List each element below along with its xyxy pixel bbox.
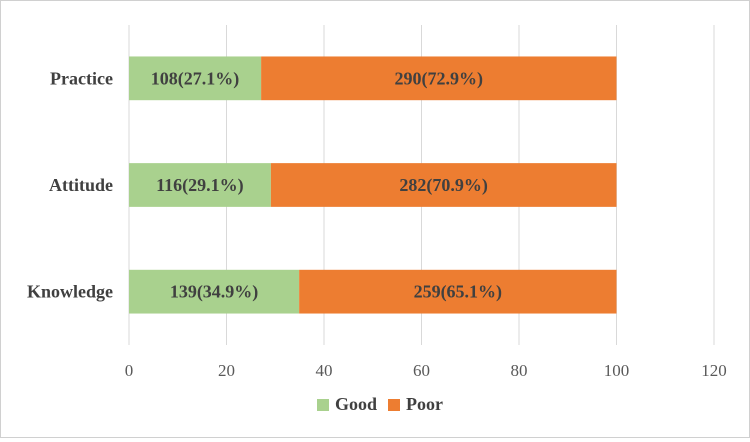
data-label: 259(65.1%) bbox=[414, 282, 503, 303]
data-label: 139(34.9%) bbox=[170, 282, 259, 303]
x-tick-label: 60 bbox=[413, 361, 430, 380]
bar-segment-good bbox=[129, 56, 262, 101]
legend-swatch-good bbox=[317, 399, 329, 411]
bar-segment-poor bbox=[261, 56, 617, 101]
bar-segment-poor bbox=[270, 163, 617, 207]
bar-segment-good bbox=[129, 163, 271, 207]
legend: Good Poor bbox=[317, 394, 443, 414]
x-tick-label: 40 bbox=[316, 361, 333, 380]
value-axis-tick-labels: 0 20 40 60 80 100 120 bbox=[125, 361, 727, 380]
bar-segment-poor bbox=[299, 269, 617, 314]
data-labels: 108(27.1%) 290(72.9%) 116(29.1%) 282(70.9%)… bbox=[151, 68, 502, 302]
legend-label-poor: Poor bbox=[406, 394, 443, 414]
x-tick-label: 120 bbox=[701, 361, 727, 380]
data-label: 282(70.9%) bbox=[399, 175, 488, 196]
legend-label-good: Good bbox=[335, 394, 377, 414]
bars bbox=[129, 56, 617, 314]
legend-swatch-poor bbox=[388, 399, 400, 411]
category-label: Practice bbox=[50, 68, 113, 88]
x-tick-label: 0 bbox=[125, 361, 134, 380]
category-label: Knowledge bbox=[27, 282, 113, 302]
data-label: 116(29.1%) bbox=[156, 175, 244, 196]
x-tick-label: 100 bbox=[604, 361, 630, 380]
x-tick-label: 20 bbox=[218, 361, 235, 380]
data-label: 290(72.9%) bbox=[395, 68, 484, 89]
data-label: 108(27.1%) bbox=[151, 68, 240, 89]
bar-segment-good bbox=[129, 269, 300, 314]
x-tick-label: 80 bbox=[511, 361, 528, 380]
category-label: Attitude bbox=[49, 175, 113, 195]
category-axis-labels: Practice Attitude Knowledge bbox=[27, 68, 113, 301]
